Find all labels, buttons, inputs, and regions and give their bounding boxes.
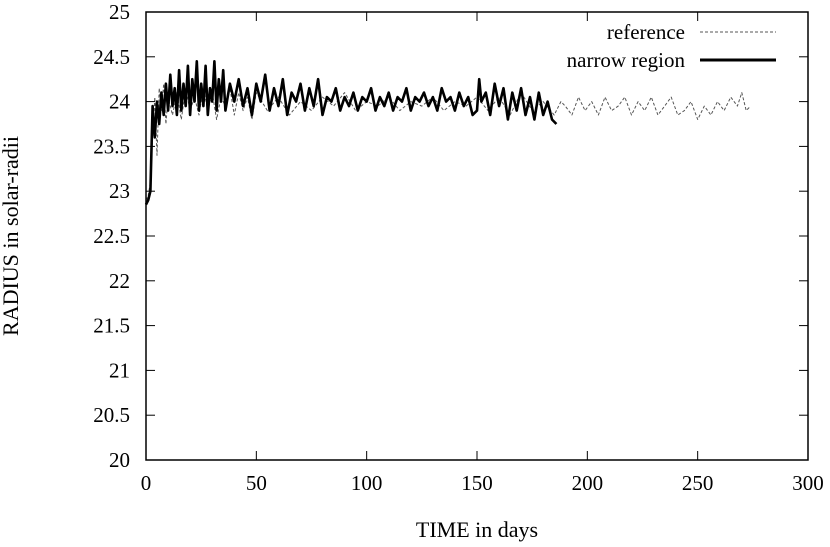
y-tick-label: 24.5 — [93, 45, 130, 69]
x-tick-label: 50 — [246, 471, 267, 495]
y-tick-label: 20 — [109, 448, 130, 472]
y-tick-label: 25 — [109, 0, 130, 24]
legend: reference narrow region — [567, 20, 776, 72]
y-tick-label: 24 — [109, 90, 131, 114]
y-tick-label: 22.5 — [93, 224, 130, 248]
y-tick-label: 21 — [109, 358, 130, 382]
chart-ticks: 0 50 100 150 200 250 300 20 20.5 21 21.5 22 22.5 23 23… — [93, 0, 824, 495]
legend-label-narrow-region: narrow region — [567, 48, 686, 72]
x-tick-label: 200 — [572, 471, 604, 495]
x-tick-label: 300 — [792, 471, 824, 495]
y-tick-label: 21.5 — [93, 314, 130, 338]
x-tick-label: 250 — [682, 471, 714, 495]
x-axis-label: TIME in days — [416, 517, 538, 542]
x-tick-label: 150 — [461, 471, 493, 495]
y-axis-label: RADIUS in solar-radii — [0, 136, 23, 336]
x-tick-label: 0 — [141, 471, 152, 495]
x-tick-label: 100 — [351, 471, 383, 495]
series-line-narrow-region — [144, 59, 558, 206]
y-tick-label: 23.5 — [93, 134, 130, 158]
y-tick-label: 20.5 — [93, 403, 130, 427]
y-tick-label: 23 — [109, 179, 130, 203]
chart-marks — [144, 59, 751, 206]
legend-label-reference: reference — [607, 20, 685, 44]
y-tick-label: 22 — [109, 269, 130, 293]
plot-frame — [145, 11, 809, 461]
